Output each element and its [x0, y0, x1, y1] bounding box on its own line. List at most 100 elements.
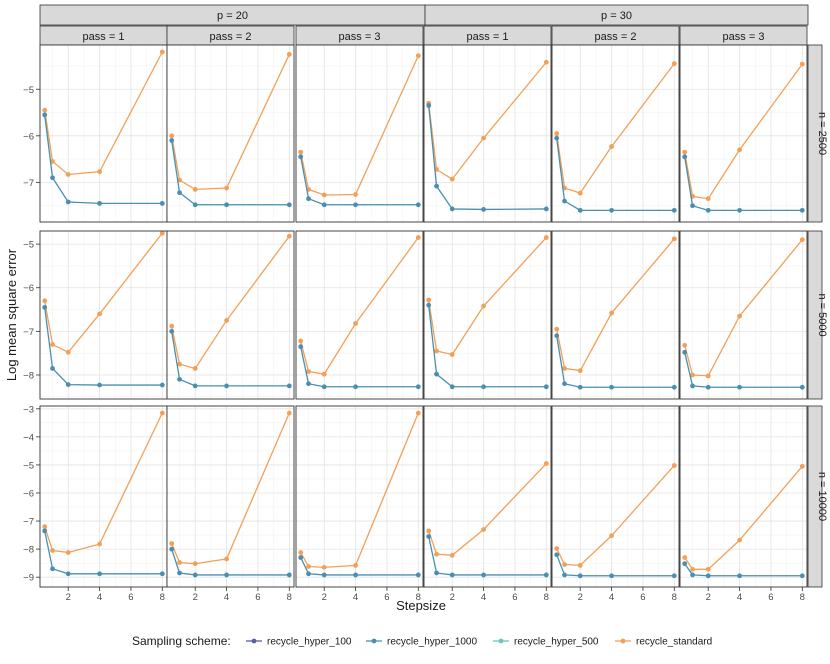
- point-recycle-hyper: [449, 384, 455, 390]
- point-recycle-standard: [577, 562, 583, 568]
- point-recycle-hyper: [705, 384, 711, 390]
- point-recycle-standard: [799, 237, 805, 243]
- x-axis-title: Stepsize: [396, 598, 446, 613]
- row-strip: [807, 230, 823, 400]
- point-recycle-standard: [554, 546, 560, 551]
- point-recycle-standard: [286, 410, 292, 416]
- point-recycle-hyper: [224, 383, 229, 389]
- panel-border: [295, 230, 424, 400]
- point-recycle-standard: [321, 371, 327, 377]
- y-tick-label: −6: [23, 131, 34, 142]
- group-strip-label: p = 20: [217, 10, 248, 22]
- point-recycle-hyper: [682, 349, 688, 355]
- point-recycle-standard: [562, 562, 567, 567]
- point-recycle-standard: [286, 233, 292, 239]
- point-recycle-hyper: [415, 384, 421, 390]
- point-recycle-hyper: [192, 383, 198, 389]
- point-recycle-hyper: [671, 573, 677, 579]
- panel-background: [552, 406, 679, 587]
- x-tick-label: 2: [706, 592, 711, 603]
- point-recycle-standard: [169, 541, 175, 546]
- point-recycle-standard: [286, 51, 292, 57]
- point-recycle-standard: [298, 149, 304, 155]
- point-recycle-standard: [42, 524, 48, 530]
- legend-label: recycle_hyper_100: [267, 637, 352, 648]
- point-recycle-standard: [192, 366, 198, 371]
- point-recycle-standard: [321, 564, 327, 570]
- panel-border: [423, 230, 552, 400]
- point-recycle-hyper: [97, 200, 102, 206]
- pass-strip-label: pass = 2: [595, 31, 637, 43]
- point-recycle-standard: [415, 53, 421, 59]
- point-recycle-hyper: [353, 572, 358, 578]
- panel-background: [552, 45, 679, 222]
- point-recycle-hyper: [705, 207, 711, 213]
- panel-background: [40, 231, 167, 399]
- panel-border: [166, 44, 295, 223]
- facet-panel: [679, 230, 808, 400]
- point-recycle-standard: [192, 186, 198, 192]
- point-recycle-hyper: [562, 572, 567, 578]
- point-recycle-standard: [609, 533, 614, 539]
- panels: [39, 44, 808, 588]
- point-recycle-standard: [426, 528, 432, 534]
- point-recycle-standard: [65, 349, 71, 355]
- point-recycle-standard: [682, 342, 688, 348]
- point-recycle-standard: [449, 352, 455, 357]
- point-recycle-hyper: [298, 154, 304, 160]
- legend-item: recycle_hyper_500: [493, 637, 599, 648]
- y-tick-label: −7: [23, 327, 34, 338]
- y-tick-label: −5: [23, 85, 34, 96]
- panel-border: [423, 405, 552, 588]
- point-recycle-hyper: [50, 566, 55, 572]
- point-recycle-hyper: [481, 572, 486, 578]
- point-recycle-standard: [306, 564, 311, 569]
- legend-item: recycle_standard: [615, 637, 712, 648]
- point-recycle-standard: [671, 61, 677, 67]
- facet-panel: [295, 44, 424, 223]
- row-strip-label: n = 2500: [816, 112, 828, 155]
- facet-panel: [166, 405, 295, 588]
- point-recycle-standard: [224, 556, 229, 562]
- point-recycle-hyper: [286, 383, 292, 389]
- point-recycle-hyper: [50, 175, 55, 181]
- pass-strip-label: pass = 2: [210, 31, 252, 43]
- y-tick-label: −6: [23, 283, 34, 294]
- point-recycle-hyper: [177, 570, 182, 576]
- point-recycle-standard: [97, 311, 102, 317]
- point-recycle-hyper: [609, 573, 614, 579]
- facet-panel: [295, 230, 424, 400]
- point-recycle-hyper: [554, 552, 560, 558]
- point-recycle-hyper: [306, 571, 311, 577]
- point-recycle-hyper: [426, 103, 432, 108]
- point-recycle-standard: [415, 410, 421, 416]
- panel-border: [166, 405, 295, 588]
- point-recycle-standard: [554, 131, 560, 136]
- point-recycle-hyper: [192, 572, 198, 578]
- point-recycle-hyper: [690, 572, 695, 578]
- point-recycle-standard: [353, 321, 358, 326]
- point-recycle-standard: [298, 550, 304, 555]
- point-recycle-hyper: [671, 207, 677, 213]
- facet-panel: [423, 405, 552, 588]
- panel-background: [680, 45, 807, 222]
- row-strip-label: n = 10000: [816, 472, 828, 521]
- point-recycle-hyper: [737, 573, 742, 579]
- point-recycle-hyper: [434, 371, 439, 377]
- panel-border: [423, 44, 552, 223]
- legend-label: recycle_standard: [636, 637, 712, 648]
- point-recycle-hyper: [321, 572, 327, 578]
- legend-item: recycle_hyper_1000: [366, 637, 477, 648]
- point-recycle-hyper: [42, 528, 48, 534]
- point-recycle-hyper: [554, 333, 560, 339]
- x-tick-label: 4: [737, 592, 742, 603]
- point-recycle-hyper: [562, 198, 567, 204]
- column-strips: p = 20 pass = 1 pass = 2 pass = 3 p = 30 pass…: [39, 4, 809, 46]
- point-recycle-hyper: [353, 202, 358, 208]
- panel-background: [40, 406, 167, 587]
- point-recycle-hyper: [609, 384, 614, 390]
- x-tick-label: 2: [578, 592, 583, 603]
- point-recycle-hyper: [543, 206, 549, 212]
- point-recycle-hyper: [306, 196, 311, 202]
